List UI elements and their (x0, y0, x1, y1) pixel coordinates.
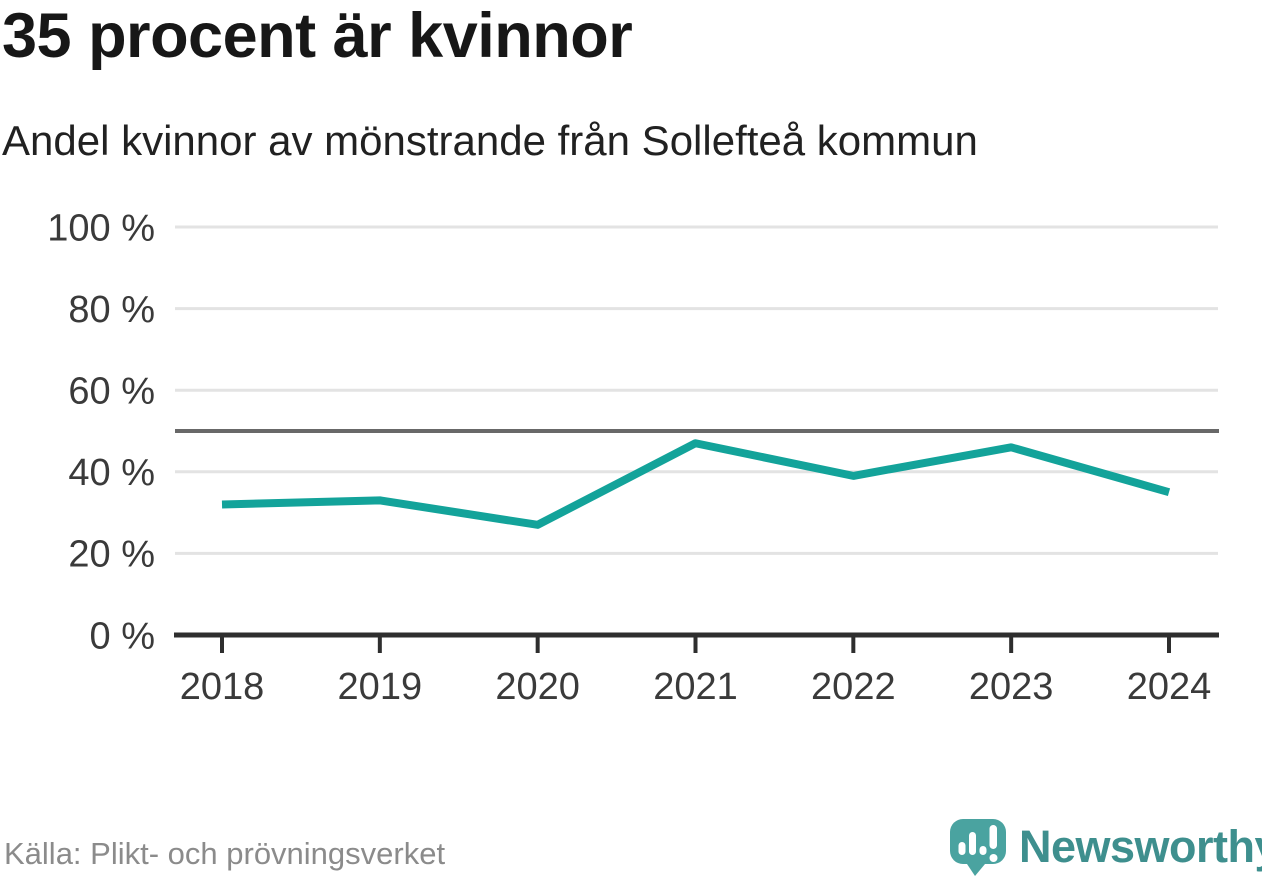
y-tick-label: 0 % (90, 615, 155, 657)
x-tick-label: 2018 (180, 666, 265, 708)
logo-exclamation-dot (989, 854, 998, 862)
newsworthy-logo-icon (950, 819, 1006, 876)
y-tick-label: 60 % (68, 371, 155, 413)
logo-bubble-tail (963, 858, 990, 876)
y-tick-label: 80 % (68, 289, 155, 331)
x-tick-label: 2024 (1127, 666, 1212, 708)
chart-subtitle: Andel kvinnor av mönstrande från Solleft… (2, 117, 978, 164)
y-tick-label: 20 % (68, 534, 155, 576)
x-tick-label: 2019 (338, 666, 423, 708)
logo-bar-3 (979, 846, 987, 855)
logo-bar-2 (969, 832, 976, 855)
x-tick-label: 2023 (969, 666, 1054, 708)
brand-name: Newsworthy (1019, 821, 1262, 872)
logo-exclamation-bar (989, 825, 997, 849)
x-tick-label: 2020 (495, 666, 580, 708)
chart-title: 35 procent är kvinnor (2, 1, 633, 71)
x-tick-label: 2022 (811, 666, 896, 708)
logo-bar-1 (958, 842, 966, 855)
y-tick-label: 40 % (68, 452, 155, 494)
x-tick-label: 2021 (653, 666, 738, 708)
y-tick-label: 100 % (47, 207, 155, 249)
logo-bubble (950, 819, 1006, 864)
data-line (221, 439, 1171, 529)
source-note: Källa: Plikt- och prövningsverket (4, 836, 446, 871)
